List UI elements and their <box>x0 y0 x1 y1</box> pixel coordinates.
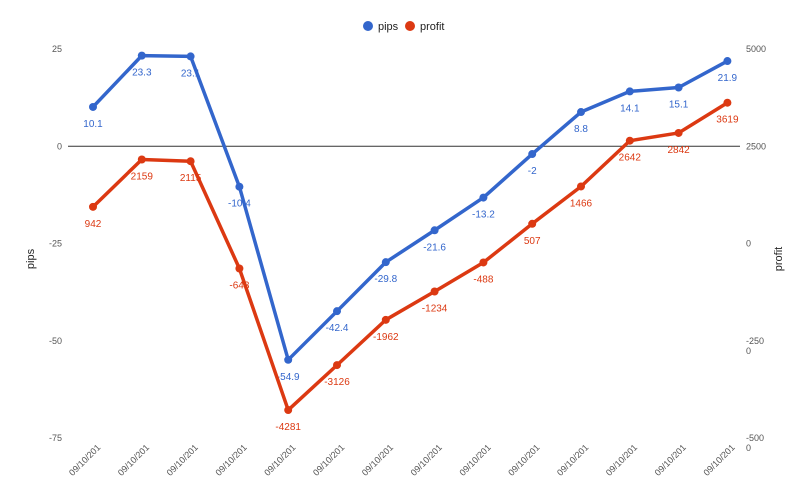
legend-swatch-pips <box>363 21 373 31</box>
series-layer: 10.1 23.3 23.1 -10.4 -54.9 -42.4 -29.8 -21.6 -13… <box>83 51 739 433</box>
data-point-profit[interactable] <box>381 315 390 324</box>
left-y-axis: 25 0 -25 -50 -75 <box>49 44 62 443</box>
data-label-pips: -42.4 <box>326 323 349 334</box>
data-label-profit: 2842 <box>667 145 690 156</box>
data-label-pips: 15.1 <box>669 100 689 111</box>
right-tick-label: -500 0 <box>746 433 764 453</box>
data-point-pips[interactable] <box>137 51 146 60</box>
data-point-pips[interactable] <box>528 150 537 159</box>
data-point-profit[interactable] <box>577 182 585 191</box>
right-y-axis: 5000 2500 0 -250 0 -500 0 <box>746 44 766 453</box>
x-tick-label: 09/10/201 <box>457 442 492 477</box>
right-tick-label: 2500 <box>746 141 766 151</box>
data-point-profit[interactable] <box>89 202 97 211</box>
data-point-profit[interactable] <box>430 287 439 296</box>
data-point-profit[interactable] <box>235 264 244 273</box>
data-label-pips: -10.4 <box>228 199 251 210</box>
data-point-pips[interactable] <box>186 52 195 61</box>
data-point-profit[interactable] <box>479 258 488 267</box>
data-label-profit: -488 <box>473 274 493 285</box>
data-label-profit: 507 <box>524 236 541 247</box>
data-point-profit[interactable] <box>528 219 537 228</box>
data-point-profit[interactable] <box>137 155 146 164</box>
x-tick-label: 09/10/201 <box>604 442 639 477</box>
data-point-pips[interactable] <box>723 57 732 66</box>
data-label-pips: 21.9 <box>718 73 738 84</box>
right-tick-label: -250 0 <box>746 336 764 356</box>
left-tick-label: -50 <box>49 336 62 346</box>
right-axis-title: profit <box>773 247 785 271</box>
data-point-pips[interactable] <box>577 108 585 117</box>
x-tick-label: 09/10/201 <box>409 442 444 477</box>
data-point-pips[interactable] <box>235 182 244 191</box>
data-label-profit: 2115 <box>180 173 202 184</box>
x-tick-label: 09/10/201 <box>360 442 395 477</box>
x-tick-label: 09/10/201 <box>311 442 346 477</box>
data-label-profit: 942 <box>85 219 102 230</box>
left-tick-label: -75 <box>49 433 62 443</box>
data-label-pips: 23.3 <box>132 68 152 79</box>
x-tick-label: 09/10/201 <box>506 442 541 477</box>
data-point-pips[interactable] <box>89 102 97 111</box>
series-line-pips <box>91 53 730 362</box>
data-label-pips: -54.9 <box>277 372 300 383</box>
data-label-pips: -21.6 <box>423 242 446 253</box>
data-label-profit: 2642 <box>619 153 642 164</box>
data-label-profit: 1466 <box>570 198 593 209</box>
data-label-pips: 8.8 <box>574 124 588 135</box>
legend-label-pips: pips <box>378 21 399 33</box>
data-label-profit: 3619 <box>716 115 739 126</box>
data-point-profit[interactable] <box>333 361 341 370</box>
left-tick-label: 25 <box>52 44 62 54</box>
data-label-pips: 23.1 <box>181 68 201 79</box>
data-label-profit: -643 <box>229 281 249 292</box>
data-label-pips: 10.1 <box>83 119 103 130</box>
x-tick-label: 09/10/201 <box>116 442 151 477</box>
data-point-profit[interactable] <box>674 128 683 137</box>
series-line-profit <box>91 100 730 412</box>
data-label-profit: -1234 <box>422 304 448 315</box>
data-point-pips[interactable] <box>674 83 683 92</box>
x-tick-label: 09/10/201 <box>213 442 248 477</box>
data-label-pips: -2 <box>528 166 537 177</box>
left-tick-label: -25 <box>49 239 62 249</box>
data-point-pips[interactable] <box>381 258 390 267</box>
right-tick-label: 0 <box>746 239 751 249</box>
data-point-profit[interactable] <box>723 98 732 107</box>
data-point-pips[interactable] <box>479 193 488 202</box>
data-label-profit: -1962 <box>373 332 399 343</box>
left-axis-title: pips <box>25 248 37 269</box>
right-tick-label: 5000 <box>746 44 766 54</box>
data-label-profit: -3126 <box>324 377 350 388</box>
legend-label-profit: profit <box>420 21 444 33</box>
data-point-profit[interactable] <box>284 406 293 415</box>
x-tick-label: 09/10/201 <box>555 442 590 477</box>
x-tick-label: 09/10/201 <box>165 442 200 477</box>
data-label-pips: -13.2 <box>472 210 495 221</box>
data-point-pips[interactable] <box>430 226 439 235</box>
data-point-profit[interactable] <box>625 136 634 145</box>
data-point-pips[interactable] <box>284 355 293 364</box>
left-tick-label: 0 <box>57 141 62 151</box>
x-tick-label: 09/10/201 <box>67 442 102 477</box>
data-label-profit: -4281 <box>275 422 301 433</box>
x-axis: 09/10/201 09/10/201 09/10/201 09/10/201 09/1… <box>67 442 737 477</box>
data-label-pips: -29.8 <box>374 274 397 285</box>
data-label-profit: 2159 <box>131 172 154 183</box>
x-tick-label: 09/10/201 <box>701 442 736 477</box>
x-tick-label: 09/10/201 <box>653 442 688 477</box>
x-tick-label: 09/10/201 <box>262 442 297 477</box>
data-point-pips[interactable] <box>333 307 341 316</box>
legend-swatch-profit <box>405 21 415 31</box>
data-label-pips: 14.1 <box>620 103 640 114</box>
data-point-pips[interactable] <box>625 87 634 96</box>
data-point-profit[interactable] <box>186 157 195 166</box>
legend: pips profit <box>363 21 444 33</box>
